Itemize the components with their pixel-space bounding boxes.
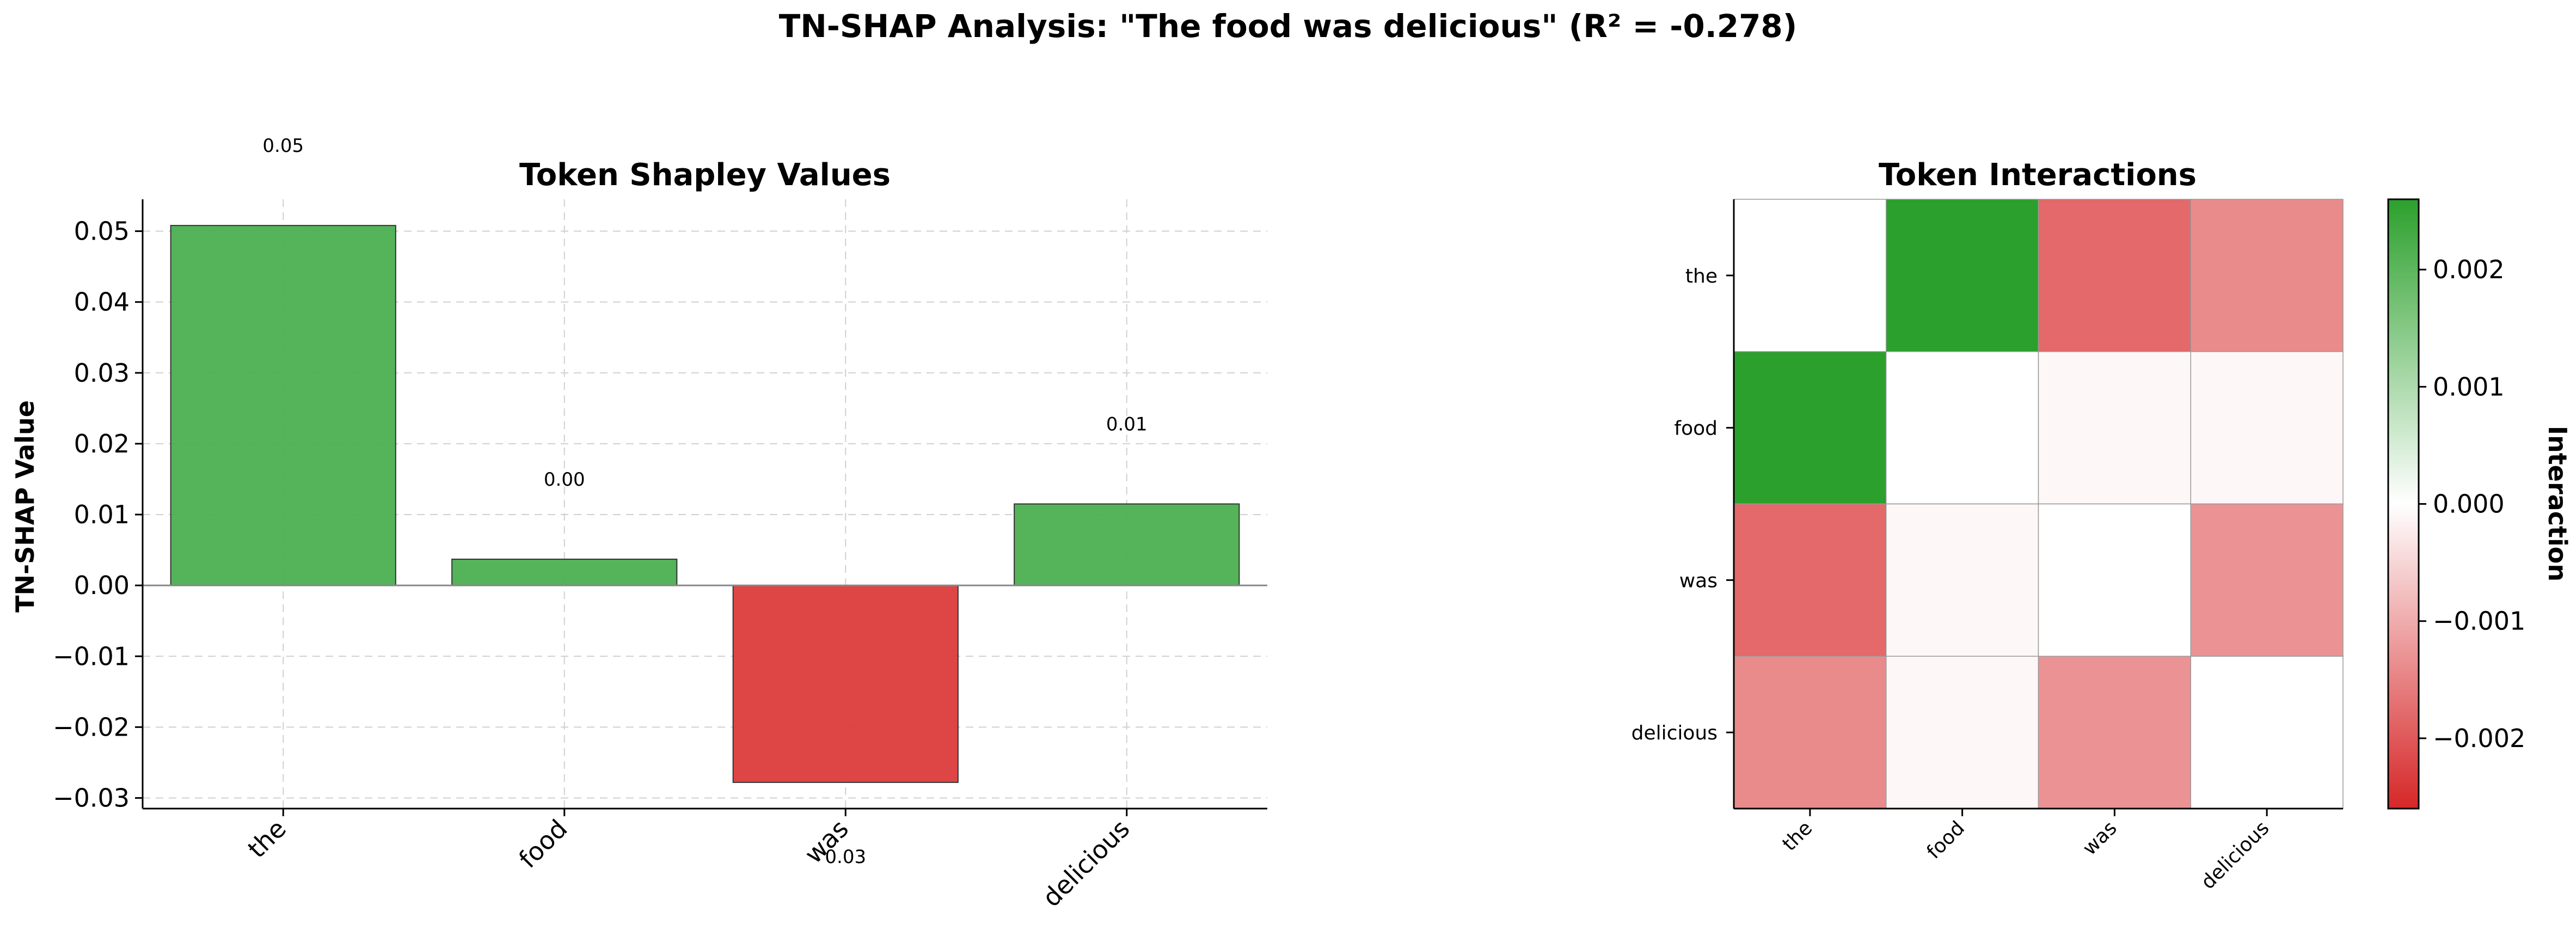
bar-value-labels: 0.05 0.00 0.03 0.01 [262,135,1147,868]
bar-x-tick-label: delicious [1036,814,1135,913]
heatmap-cell-the-food [1886,199,2039,352]
bar-y-tick-label: −0.03 [53,783,130,812]
heatmap-cell-the-was [2038,199,2191,352]
bar-series [170,225,1240,783]
bar-chart-ylabel: TN-SHAP Value [10,400,40,613]
colorbar-tick-label: −0.001 [2433,607,2525,636]
bar-was [732,585,959,783]
heatmap-cell-delicious-delicious [2190,656,2344,809]
colorbar-tick-label: 0.002 [2433,255,2505,284]
heatmap-cells [1733,199,2344,809]
bar-y-tick-label: 0.02 [74,429,130,458]
bar-y-tick-label: 0.00 [74,571,130,600]
heatmap-cell-was-delicious [2190,503,2344,657]
bar-x-tick-label: the [242,814,292,864]
heatmap-cell-delicious-was [2038,656,2191,809]
heatmap-row-label: was [1679,570,1718,592]
colorbar-ticks: −0.002 −0.001 0.000 0.001 0.002 [2419,255,2525,753]
heatmap-cell-the-delicious [2190,199,2344,352]
heatmap-row-label: the [1685,265,1718,287]
bar-y-ticks: −0.03 −0.02 −0.01 0.00 0.01 0.02 0.03 0.04 0.05 [53,217,143,812]
heatmap-row-label: food [1674,418,1718,440]
heatmap-row-label: delicious [1632,722,1718,744]
heatmap-title: Token Interactions [1879,157,2197,193]
heatmap-cell-food-delicious [2190,351,2344,505]
heatmap-cell-was-was [2038,503,2191,657]
bar-chart-title: Token Shapley Values [519,157,891,193]
heatmap-cell-food-food [1886,351,2039,505]
heatmap-col-label: delicious [2197,817,2273,894]
bar-chart: Token Shapley Values TN-SHAP Value −0.03… [10,135,1267,913]
heatmap-col-label: the [1778,817,1817,855]
heatmap-cell-delicious-the [1733,656,1887,809]
colorbar-tick-label: 0.001 [2433,372,2505,401]
bar-y-tick-label: −0.01 [53,641,130,671]
colorbar-label: Interaction [2543,426,2572,582]
heatmap-cell-was-food [1886,503,2039,657]
bar-y-tick-label: 0.04 [74,287,130,317]
bar-axes [142,199,1267,810]
bar-value-label: 0.05 [262,135,304,157]
colorbar: −0.002 −0.001 0.000 0.001 0.002 Interaction [2387,198,2572,810]
colorbar-tick-label: −0.002 [2433,724,2525,753]
figure-suptitle: TN-SHAP Analysis: "The food was deliciou… [779,8,1798,45]
heatmap-cell-was-the [1733,503,1887,657]
colorbar-tick-label: 0.000 [2433,490,2505,519]
heatmap-cell-delicious-food [1886,656,2039,809]
bar-y-tick-label: 0.01 [74,500,130,529]
bar-value-label: 0.00 [544,469,585,491]
bar-food [451,558,678,586]
heatmap-chart: Token Interactions the food was delicious t… [1632,157,2344,894]
bar-y-tick-label: 0.03 [74,358,130,388]
colorbar-gradient [2387,198,2420,810]
heatmap-col-label: food [1923,817,1969,863]
bar-the [170,225,396,586]
heatmap-cell-food-the [1733,351,1887,505]
bar-delicious [1014,503,1240,586]
heatmap-col-labels: the food was delicious [1778,809,2273,894]
bar-y-tick-label: −0.02 [53,712,130,742]
heatmap-cell-food-was [2038,351,2191,505]
bar-y-tick-label: 0.05 [74,217,130,246]
bar-x-ticks: the food was delicious [242,809,1136,913]
bar-value-label: 0.03 [825,846,866,868]
heatmap-col-label: was [2078,817,2121,860]
heatmap-row-labels: the food was delicious [1632,265,1734,744]
heatmap-cell-the-the [1733,199,1887,352]
bar-value-label: 0.01 [1106,414,1148,436]
heatmap-axes [1733,199,2343,810]
bar-x-tick-label: food [513,814,573,874]
